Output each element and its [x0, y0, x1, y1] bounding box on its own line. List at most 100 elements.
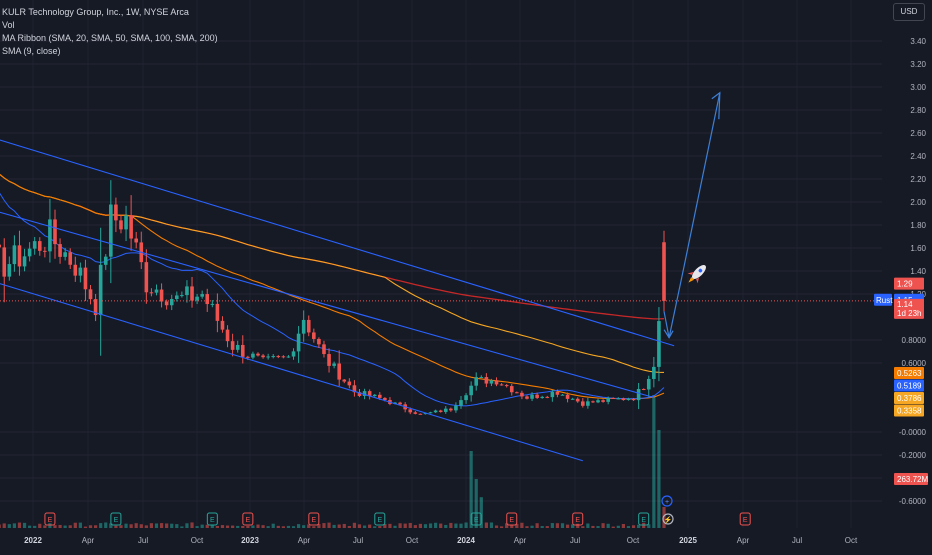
legend-volume[interactable]: Vol — [2, 20, 15, 30]
volume-bar — [154, 523, 159, 528]
candle — [164, 301, 169, 306]
volume-bar — [413, 525, 417, 528]
volume-bar — [596, 526, 600, 528]
candle — [63, 252, 67, 257]
earnings-marker — [110, 512, 122, 526]
x-tick-label: Apr — [737, 536, 750, 545]
candle — [22, 256, 27, 267]
candle — [606, 397, 610, 402]
volume-bar — [12, 523, 16, 528]
volume-bar — [200, 524, 204, 528]
series-name-text: Rust — [876, 296, 893, 305]
volume-bar — [494, 525, 499, 528]
candle — [530, 394, 534, 399]
earnings-marker — [506, 512, 518, 526]
legend-symbol[interactable]: KULR Technology Group, Inc., 1W, NYSE Ar… — [2, 7, 189, 17]
y-tick-label: 3.00 — [910, 83, 926, 92]
volume-bar — [565, 524, 570, 528]
candle — [291, 351, 296, 357]
candle — [428, 412, 433, 414]
volume-bar — [231, 525, 235, 528]
earnings-marker — [206, 512, 218, 526]
volume-bar — [266, 526, 270, 528]
legend-ma-ribbon[interactable]: MA Ribbon (SMA, 20, SMA, 50, SMA, 100, S… — [2, 33, 218, 43]
volume-bar — [581, 526, 585, 528]
candle — [306, 319, 311, 333]
volume-bar — [368, 524, 372, 528]
candle — [144, 262, 149, 293]
ma-value-badge-text: 0.5189 — [897, 382, 922, 391]
candle — [154, 289, 159, 293]
candle — [631, 398, 636, 401]
channel-middle-line — [0, 211, 654, 399]
candle — [641, 388, 646, 390]
volume-bar — [352, 522, 357, 528]
currency-button[interactable]: USD — [893, 3, 925, 21]
volume-bar — [236, 525, 240, 528]
volume-bar — [560, 523, 565, 528]
projection-arrow-head — [663, 329, 674, 339]
candle — [124, 215, 128, 230]
candle — [317, 338, 321, 345]
volume-bar — [104, 522, 108, 528]
volume-bar — [439, 523, 443, 528]
candle — [352, 385, 357, 393]
candle — [621, 398, 626, 401]
volume-bar — [484, 522, 488, 528]
candle — [190, 286, 194, 301]
volume-bar — [185, 523, 189, 528]
volume-bar — [251, 525, 255, 528]
ma-value-badge — [894, 404, 924, 417]
earnings-marker-label: E — [641, 517, 646, 524]
candle — [58, 244, 62, 257]
volume-bar — [479, 497, 483, 528]
y-tick-label: 1.80 — [910, 221, 926, 230]
ma-value-badge — [894, 367, 924, 379]
x-tick-label: 2025 — [679, 536, 697, 545]
candle — [261, 355, 265, 358]
volume-bar — [388, 523, 392, 528]
earnings-marker-label: E — [48, 517, 53, 524]
volume-bar — [586, 523, 590, 528]
volume-bar — [540, 526, 544, 528]
volume-bar — [357, 524, 362, 528]
y-tick-label: 2.40 — [910, 152, 926, 161]
candle — [159, 289, 164, 302]
candle — [134, 238, 138, 243]
volume-bar — [302, 525, 306, 528]
candle — [276, 356, 281, 358]
volume-bar — [444, 524, 448, 528]
earnings-marker — [572, 512, 584, 526]
ma-value-badge-text: 0.3358 — [897, 407, 922, 416]
volume-bar — [180, 526, 184, 528]
volume-bar — [119, 525, 123, 528]
candle — [560, 394, 565, 396]
candle — [464, 395, 468, 401]
candle — [601, 400, 605, 402]
volume-bar — [78, 522, 82, 528]
volume-bar — [434, 522, 438, 528]
rocket-icon — [687, 265, 706, 284]
ma-value-badge — [894, 379, 924, 392]
candle — [479, 377, 484, 379]
candle — [494, 380, 499, 385]
candle — [286, 356, 291, 358]
volume-bar — [94, 525, 98, 528]
candle — [550, 391, 555, 398]
volume-bar — [307, 524, 311, 528]
candle — [504, 385, 509, 387]
volume-bar — [545, 526, 549, 528]
volume-bar — [347, 525, 351, 528]
volume-bar — [68, 525, 72, 528]
volume-bar — [281, 526, 285, 528]
volume-bar — [647, 524, 651, 528]
volume-bar — [510, 525, 514, 528]
volume-bar — [428, 523, 433, 528]
ma-value-badge-text: 0.3786 — [897, 394, 922, 403]
volume-bar — [134, 523, 138, 528]
volume-bar — [297, 524, 301, 528]
y-tick-label: -0.6000 — [899, 497, 927, 506]
legend-sma[interactable]: SMA (9, close) — [2, 46, 61, 56]
